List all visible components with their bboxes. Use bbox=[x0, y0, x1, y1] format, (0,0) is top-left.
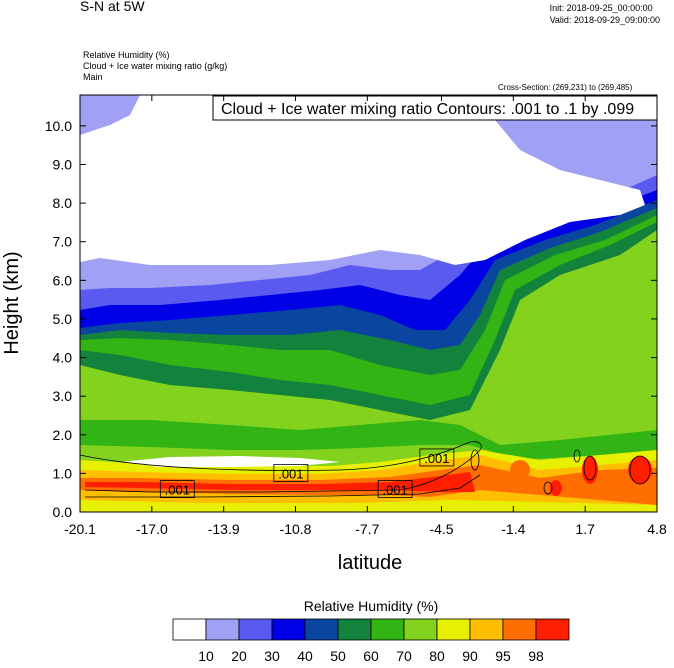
x-tick-label: -17.0 bbox=[136, 521, 168, 537]
x-tick-label: -10.8 bbox=[280, 521, 312, 537]
colorbar-label: 80 bbox=[429, 648, 445, 664]
contour-label-box bbox=[159, 480, 195, 499]
colorbar-label: 50 bbox=[330, 648, 346, 664]
colorbar-label: 10 bbox=[198, 648, 214, 664]
y-tick-label: 2.0 bbox=[53, 427, 73, 443]
y-tick-label: 4.0 bbox=[53, 350, 73, 366]
y-tick-label: 1.0 bbox=[53, 465, 73, 481]
colorbar-swatch bbox=[271, 618, 306, 641]
plot-frame bbox=[79, 94, 658, 513]
plot-title: S-N at 5W bbox=[80, 0, 145, 14]
init-time: Init: 2018-09-25_00:00:00 bbox=[549, 3, 653, 13]
cross-section-info: Cross-Section: (269,231) to (269,485) bbox=[498, 83, 633, 92]
y-tick-label: 10.0 bbox=[45, 118, 72, 134]
time-info: Init: 2018-09-25_00:00:00 Valid: 2018-09… bbox=[550, 2, 660, 26]
colorbar-label: 95 bbox=[495, 648, 511, 664]
x-axis: -20.1 -17.0 -13.9 -10.8 -7.7 -4.5 -1.4 1.7 4.8 bbox=[64, 95, 667, 537]
y-tick-label: 6.0 bbox=[53, 272, 73, 288]
colorbar-swatch bbox=[304, 618, 339, 641]
chart-title-box bbox=[212, 95, 658, 121]
rh-surface-90 bbox=[80, 500, 657, 512]
chart-title: Cloud + Ice water mixing ratio Contours:… bbox=[221, 101, 634, 118]
y-tick-label: 8.0 bbox=[53, 195, 73, 211]
contour-line bbox=[583, 455, 597, 481]
colorbar-label: 40 bbox=[297, 648, 313, 664]
contour-line bbox=[543, 481, 553, 495]
contour-label: .001 bbox=[278, 466, 303, 481]
contour-label-box bbox=[419, 448, 455, 467]
colorbar-title: Relative Humidity (%) bbox=[304, 598, 439, 614]
colorbar-label: 30 bbox=[264, 648, 280, 664]
contour-label-box bbox=[273, 463, 309, 482]
x-tick-label: -7.7 bbox=[355, 521, 379, 537]
contour-label: .001 bbox=[382, 483, 407, 498]
field-rh: Relative Humidity (%) bbox=[83, 50, 170, 60]
contour-line bbox=[85, 474, 481, 498]
valid-time: Valid: 2018-09-29_09:00:00 bbox=[549, 15, 660, 25]
colorbar-swatch bbox=[535, 618, 570, 641]
x-tick-label: -20.1 bbox=[64, 521, 96, 537]
colorbar-label: 60 bbox=[363, 648, 379, 664]
colorbar-swatch bbox=[337, 618, 372, 641]
x-tick-label: -13.9 bbox=[208, 521, 240, 537]
y-tick-label: 0.0 bbox=[53, 504, 73, 520]
rh-blob bbox=[510, 460, 530, 480]
rh-blob bbox=[550, 480, 562, 496]
field-main: Main bbox=[83, 72, 103, 82]
contour-line bbox=[573, 449, 581, 463]
colorbar-swatch bbox=[436, 618, 471, 641]
colorbar-swatch bbox=[469, 618, 504, 641]
contour-line bbox=[629, 455, 651, 485]
y-tick-label: 3.0 bbox=[53, 388, 73, 404]
colorbar-swatch bbox=[370, 618, 405, 641]
colorbar-label: 90 bbox=[462, 648, 478, 664]
colorbar-swatch bbox=[172, 618, 207, 641]
contour-label-box bbox=[377, 480, 413, 499]
rh-band-dry bbox=[80, 95, 645, 265]
colorbar-swatch bbox=[238, 618, 273, 641]
rh-band-dry-top bbox=[80, 95, 140, 135]
contour-label: .001 bbox=[424, 451, 449, 466]
colorbar-label: 20 bbox=[231, 648, 247, 664]
rh-fill-layer bbox=[80, 95, 657, 512]
colorbar: 10 20 30 40 50 60 70 80 90 95 98 bbox=[172, 618, 570, 664]
contour-line bbox=[470, 449, 480, 471]
y-tick-label: 5.0 bbox=[53, 311, 73, 327]
y-tick-label: 9.0 bbox=[53, 157, 73, 173]
colorbar-label: 70 bbox=[396, 648, 412, 664]
x-tick-label: 4.8 bbox=[647, 521, 667, 537]
contour-line bbox=[80, 441, 482, 493]
y-tick-label: 7.0 bbox=[53, 234, 73, 250]
x-tick-label: 1.7 bbox=[575, 521, 595, 537]
x-tick-label: -4.5 bbox=[429, 521, 453, 537]
y-axis: 0.0 1.0 2.0 3.0 4.0 5.0 6.0 7.0 8.0 9.0 10.0 bbox=[45, 118, 657, 520]
colorbar-swatch bbox=[205, 618, 240, 641]
contour-label: .001 bbox=[165, 483, 190, 498]
x-axis-label: latitude bbox=[338, 552, 403, 574]
field-info: Relative Humidity (%) Cloud + Ice water … bbox=[83, 50, 227, 83]
rh-blob bbox=[608, 477, 622, 493]
rh-lower-sat bbox=[85, 472, 475, 492]
colorbar-label: 98 bbox=[528, 648, 544, 664]
cloud-contours bbox=[80, 441, 651, 498]
colorbar-swatch bbox=[403, 618, 438, 641]
field-cloud: Cloud + Ice water mixing ratio (g/kg) bbox=[83, 61, 228, 71]
rh-blob bbox=[628, 456, 652, 484]
contour-labels: .001 .001 .001 .001 bbox=[159, 448, 455, 499]
colorbar-swatch bbox=[502, 618, 537, 641]
y-axis-label: Height (km) bbox=[1, 251, 23, 354]
x-tick-label: -1.4 bbox=[501, 521, 525, 537]
